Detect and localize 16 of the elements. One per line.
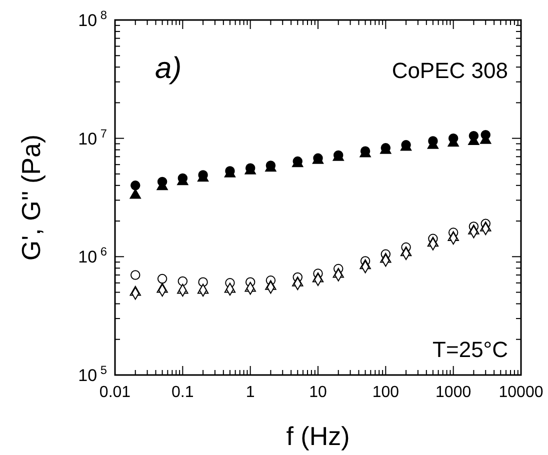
x-tick-label: 0.1: [172, 384, 194, 401]
x-tick-label: 10000: [498, 384, 544, 401]
x-tick-label: 1: [246, 384, 255, 401]
annotation: T=25°C: [432, 337, 508, 362]
x-tick-label: 0.01: [99, 384, 131, 401]
y-tick-label: 10$^{8}$: [78, 8, 108, 30]
x-tick-label: 1000: [436, 384, 472, 401]
annotation: a): [155, 52, 182, 85]
x-tick-label: 10: [309, 384, 327, 401]
annotation: CoPEC 308: [392, 58, 508, 83]
y-tick-label: 10$^{6}$: [78, 244, 108, 267]
y-tick-label: 10$^{5}$: [78, 363, 108, 385]
y-axis-title: G', G'' (Pa): [16, 134, 46, 261]
y-tick-label: 10$^{7}$: [78, 126, 108, 148]
x-axis-title: f (Hz): [286, 421, 350, 451]
x-tick-label: 100: [372, 384, 400, 401]
